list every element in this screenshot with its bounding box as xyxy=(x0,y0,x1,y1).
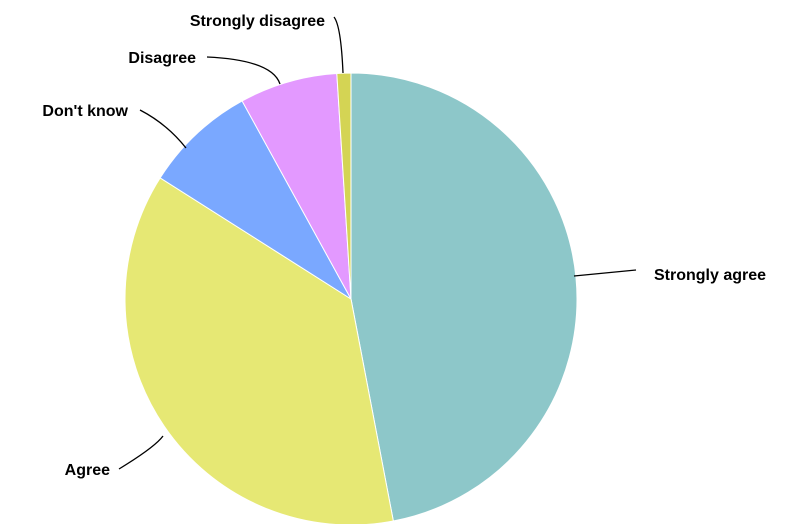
pie-slice-don-t-know xyxy=(159,100,352,300)
leader-line-don-t-know xyxy=(139,109,187,149)
leader-line-strongly-agree xyxy=(573,269,637,277)
slice-label-don-t-know: Don't know xyxy=(42,103,128,120)
pie-slices xyxy=(124,72,578,524)
slice-label-agree: Agree xyxy=(65,462,110,479)
slice-label-strongly-disagree: Strongly disagree xyxy=(190,13,325,30)
leader-line-agree xyxy=(118,435,164,470)
slice-labels: Strongly agree Agree Don't know Disagree Str… xyxy=(42,13,766,479)
pie-slice-agree xyxy=(124,177,394,524)
leader-lines xyxy=(118,16,637,470)
leader-line-strongly-disagree xyxy=(333,16,344,74)
pie-slice-strongly-agree xyxy=(350,72,578,522)
pie-slice-strongly-disagree xyxy=(336,72,352,300)
slice-label-strongly-agree: Strongly agree xyxy=(654,267,766,284)
leader-line-disagree xyxy=(206,56,281,85)
slice-label-disagree: Disagree xyxy=(128,50,196,67)
